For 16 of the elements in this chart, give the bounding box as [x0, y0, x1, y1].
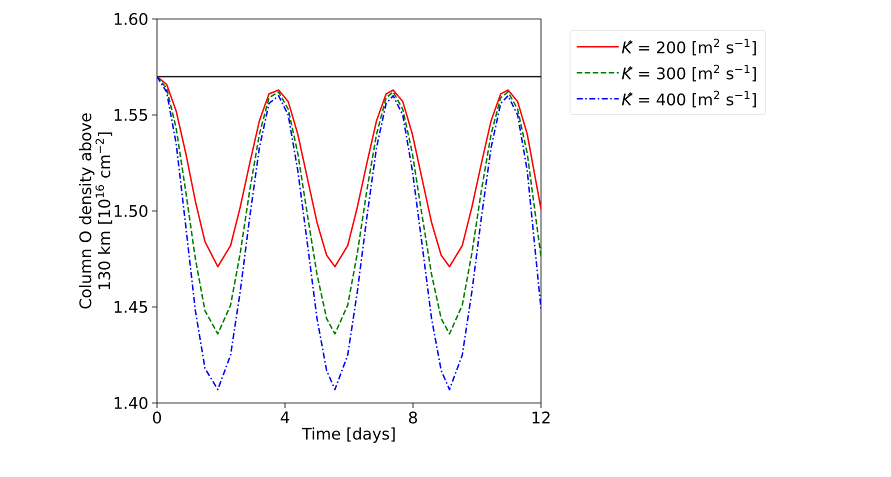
line-series [157, 76, 542, 335]
y-tick-label: 1.60 [114, 12, 148, 26]
x-tick-label: 0 [152, 412, 162, 424]
x-axis-title: Time [days] [302, 427, 395, 443]
line-series [157, 76, 542, 268]
y-tick-label: 1.40 [114, 396, 148, 410]
x-tick-label: 4 [280, 412, 290, 424]
legend-label: K̂ = 200 [m$^{2}$ s$^{−1}$] [622, 38, 756, 56]
x-tick-label: 12 [532, 412, 550, 424]
x-tick-label: 8 [409, 412, 417, 424]
legend-label: K̂ = 300 [m$^{2}$ s$^{−1}$] [622, 64, 756, 82]
legend-label: K̂ = 400 [m$^{2}$ s$^{−1}$] [622, 90, 756, 108]
y-tick-label: 1.45 [114, 301, 148, 313]
y-tick-label: 1.55 [114, 109, 148, 121]
line-series [157, 76, 542, 390]
y-tick-label: 1.50 [114, 204, 148, 218]
